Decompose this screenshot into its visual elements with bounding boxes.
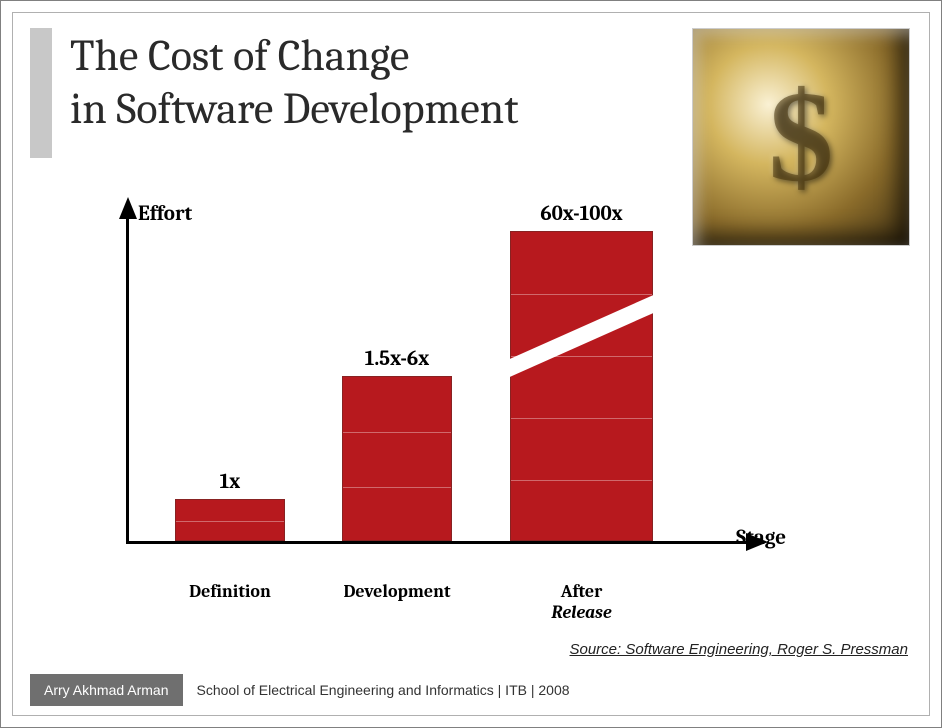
cost-of-change-chart: Effort Stage 1xDefinition1.5x-6xDevelopm…	[120, 205, 730, 580]
y-axis-line	[126, 205, 129, 544]
title-area: The Cost of Change in Software Developme…	[70, 30, 677, 136]
bar-gridline	[343, 487, 451, 488]
title-line-1: The Cost of Change	[70, 30, 409, 81]
bar-0: 1xDefinition	[175, 499, 285, 541]
bar-value-label: 1x	[176, 470, 284, 494]
bar-gridline	[511, 418, 652, 419]
bar-category-label: Definition	[150, 582, 310, 603]
y-axis-arrow-icon	[119, 197, 137, 219]
x-axis-line	[126, 541, 760, 544]
bar-category-label: AfterRelease	[502, 582, 662, 623]
title-accent-bar	[30, 28, 52, 158]
dollar-symbol: $	[769, 62, 834, 212]
bar-1: 1.5x-6xDevelopment	[342, 376, 452, 541]
bar-category-label: Development	[317, 582, 477, 603]
bar-gridline	[343, 432, 451, 433]
title-line-2: in Software Development	[70, 83, 519, 134]
bar-value-label: 60x-100x	[511, 202, 652, 226]
footer-author: Arry Akhmad Arman	[30, 674, 183, 706]
source-citation: Source: Software Engineering, Roger S. P…	[569, 641, 908, 658]
bar-value-label: 1.5x-6x	[343, 347, 451, 371]
footer: Arry Akhmad Arman School of Electrical E…	[30, 674, 584, 706]
y-axis-label: Effort	[138, 202, 192, 226]
x-axis-label: Stage	[736, 526, 786, 550]
footer-institution: School of Electrical Engineering and Inf…	[183, 674, 584, 706]
bar-gridline	[511, 480, 652, 481]
bar-gridline	[176, 521, 284, 522]
bar-2: 60x-100xAfterRelease	[510, 231, 653, 541]
axis-break-icon	[507, 294, 656, 378]
bar-gridline	[511, 294, 652, 295]
slide-title: The Cost of Change in Software Developme…	[70, 30, 677, 136]
